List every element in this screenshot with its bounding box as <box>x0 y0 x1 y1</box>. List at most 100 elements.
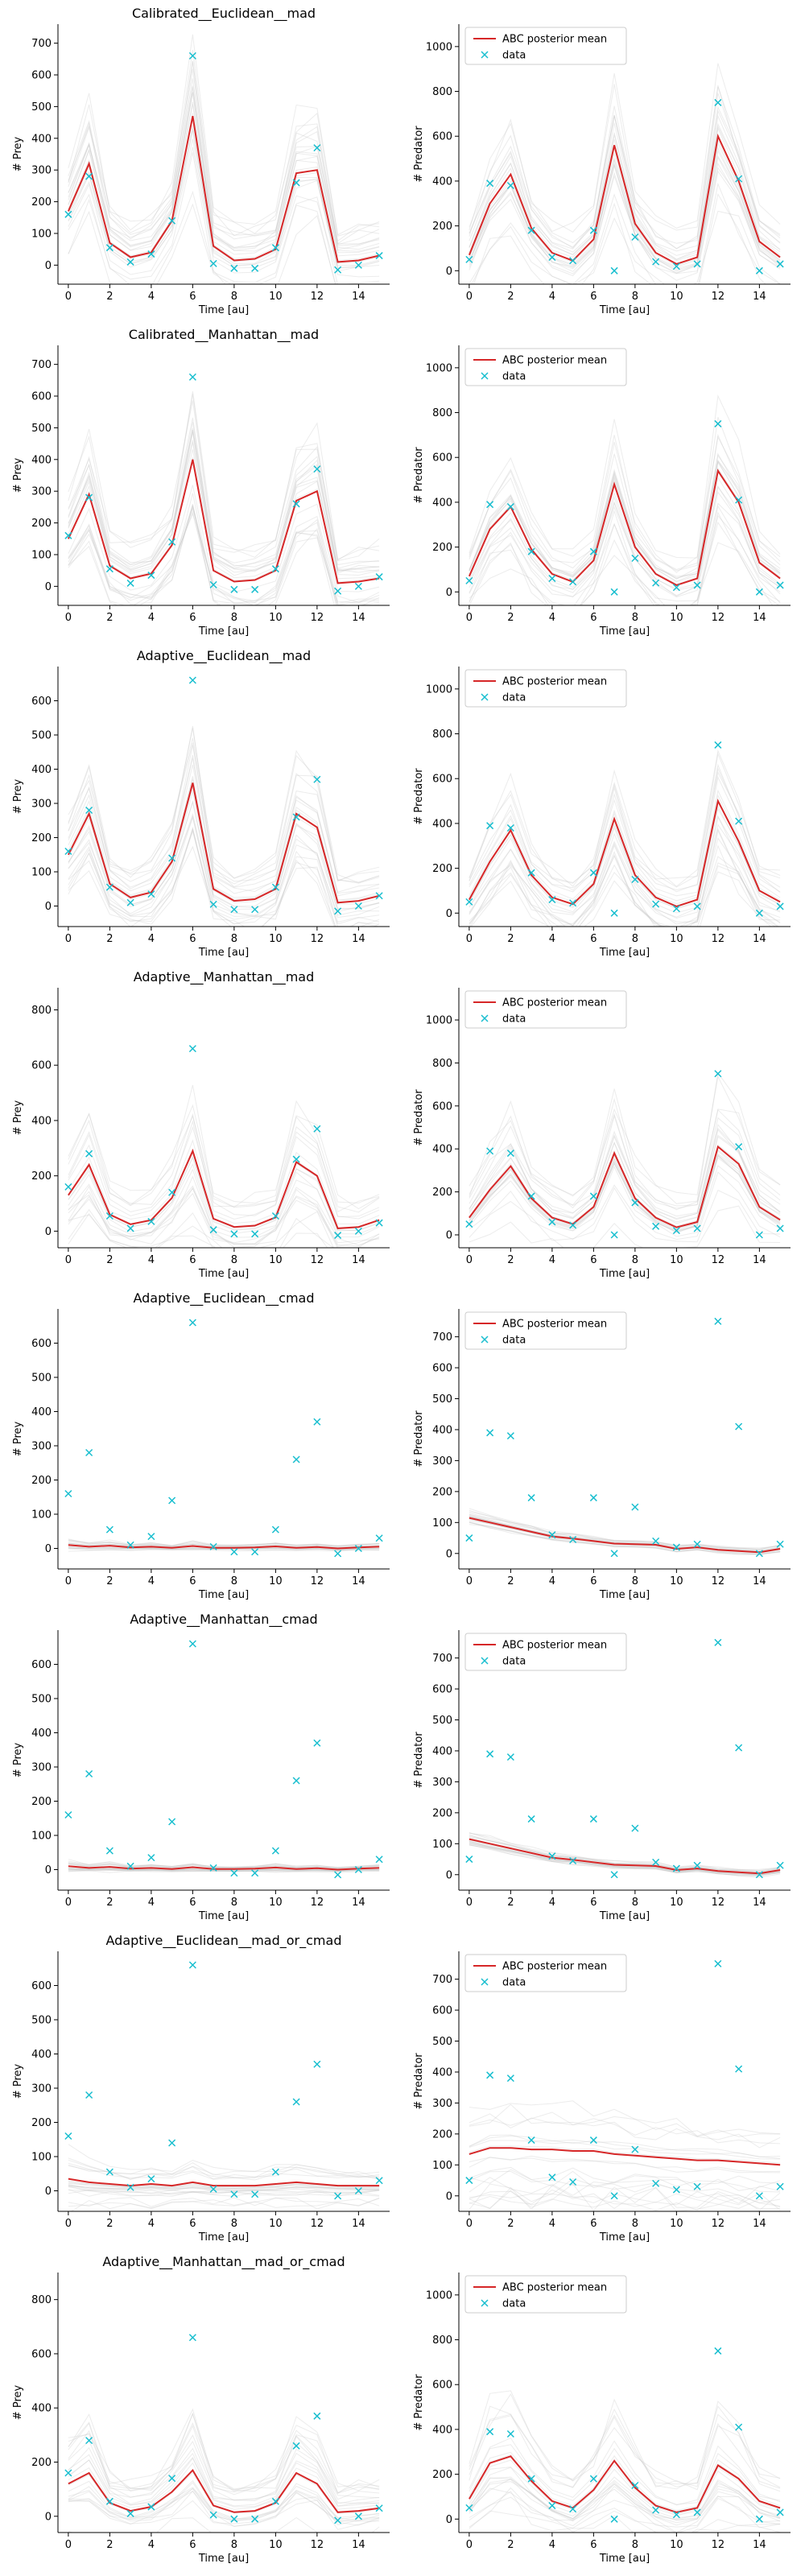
data-point <box>168 1496 176 1505</box>
posterior-sample-line <box>68 1212 328 1248</box>
legend-data-label: data <box>502 2298 526 2310</box>
data-point <box>313 1418 321 1426</box>
data-point <box>334 1232 342 1240</box>
posterior-sample-line <box>469 2187 781 2210</box>
data-point <box>548 254 556 262</box>
x-axis-label: Time [au] <box>599 1268 650 1280</box>
posterior-sample-line <box>68 503 380 603</box>
panel-predator-row-6: 0 2 4 6 8 10 12 14 0 100 200 300 400 500 600 700 Time [a… <box>413 1951 791 2244</box>
posterior-sample-line <box>68 2457 380 2508</box>
y-tick-label: 600 <box>31 2348 52 2360</box>
x-axis-label: Time [au] <box>198 304 249 316</box>
posterior-mean-line <box>68 2468 380 2513</box>
x-tick-label: 4 <box>148 1254 155 1266</box>
posterior-sample-line <box>469 1522 781 1554</box>
posterior-sample-line <box>68 827 380 927</box>
posterior-sample-line <box>469 125 781 260</box>
y-tick-label: 400 <box>432 175 452 188</box>
posterior-sample-line <box>469 156 781 270</box>
posterior-sample-line <box>469 2491 781 2533</box>
y-tick-label: 700 <box>31 38 52 50</box>
data-point <box>188 1045 196 1053</box>
posterior-sample-line <box>68 85 380 251</box>
legend-data-swatch <box>481 1014 489 1022</box>
posterior-sample-line <box>469 1097 781 1209</box>
data-point <box>569 2505 577 2513</box>
posterior-sample-line <box>469 85 781 250</box>
posterior-sample-line <box>68 485 380 592</box>
posterior-sample-line <box>68 1864 380 1869</box>
x-tick-label: 2 <box>106 291 113 303</box>
posterior-sample-line <box>469 433 781 572</box>
data-point <box>168 538 176 546</box>
data-point <box>271 1847 279 1855</box>
data-point <box>776 2508 784 2516</box>
y-tick-label: 0 <box>446 266 452 278</box>
y-tick-label: 600 <box>432 2005 452 2017</box>
data-point <box>610 2192 618 2200</box>
x-tick-label: 2 <box>106 2218 113 2230</box>
posterior-sample-line <box>68 1547 380 1550</box>
x-tick-label: 14 <box>753 1575 766 1587</box>
y-tick-label: 0 <box>45 901 52 913</box>
data-point <box>230 585 238 593</box>
posterior-sample-line <box>68 400 380 561</box>
data-point <box>714 1959 722 1967</box>
data-point <box>776 2182 784 2190</box>
posterior-sample-line <box>68 1187 380 1248</box>
x-tick-label: 8 <box>632 612 638 624</box>
data-point <box>735 1143 743 1151</box>
panel-predator-row-4: 0 2 4 6 8 10 12 14 0 100 200 300 400 500 600 700 Time [a… <box>413 1309 791 1601</box>
posterior-sample-line <box>469 2157 781 2174</box>
data-point <box>776 260 784 268</box>
posterior-sample-line <box>469 2486 781 2533</box>
panel-prey-row-0: 0 2 4 6 8 10 12 14 0 100 200 300 400 500 600 700 Time [a… <box>12 6 390 316</box>
y-tick-label: 100 <box>31 228 52 240</box>
x-tick-label: 14 <box>352 933 365 945</box>
y-tick-label: 200 <box>432 1187 452 1199</box>
data-point <box>64 1183 72 1191</box>
posterior-sample-line <box>68 60 380 245</box>
data-point <box>631 554 639 563</box>
x-tick-label: 14 <box>753 933 766 945</box>
posterior-sample-line <box>469 2166 781 2186</box>
posterior-sample-line <box>68 1120 380 1220</box>
data-point <box>569 257 577 265</box>
posterior-samples <box>469 2390 781 2533</box>
data-point <box>465 898 473 906</box>
y-tick-label: 300 <box>31 2083 52 2095</box>
x-tick-label: 2 <box>507 612 514 624</box>
x-tick-label: 2 <box>106 1575 113 1587</box>
data-point <box>354 902 362 910</box>
posterior-sample-line <box>469 1509 781 1550</box>
posterior-sample-line <box>68 1539 380 1546</box>
x-tick-label: 2 <box>106 1897 113 1909</box>
posterior-samples <box>68 1084 380 1248</box>
posterior-sample-line <box>469 514 781 605</box>
posterior-sample-line <box>469 2393 781 2491</box>
legend-data-swatch <box>481 2299 489 2307</box>
legend-data-label: data <box>502 1335 526 1347</box>
data-point <box>271 565 279 573</box>
legend-data-swatch <box>481 1978 489 1986</box>
legend-box <box>464 1954 627 1992</box>
posterior-sample-line <box>68 2462 380 2510</box>
posterior-sample-line <box>68 1546 380 1551</box>
posterior-sample-line <box>68 1868 380 1871</box>
posterior-sample-line <box>469 789 781 902</box>
x-tick-label: 12 <box>712 291 725 303</box>
data-point <box>85 1150 93 1158</box>
posterior-sample-line <box>469 1165 781 1237</box>
y-tick-label: 100 <box>432 1839 452 1851</box>
data-point <box>209 2185 217 2193</box>
data-point <box>714 98 722 106</box>
x-tick-label: 0 <box>466 1254 473 1266</box>
y-tick-label: 500 <box>31 1694 52 1706</box>
data-point <box>755 909 763 917</box>
y-tick-label: 300 <box>432 1455 452 1468</box>
y-tick-label: 600 <box>432 452 452 464</box>
posterior-sample-line <box>469 2100 781 2137</box>
x-tick-label: 12 <box>712 1254 725 1266</box>
posterior-sample-line <box>68 1192 380 1247</box>
data-point <box>168 217 176 225</box>
